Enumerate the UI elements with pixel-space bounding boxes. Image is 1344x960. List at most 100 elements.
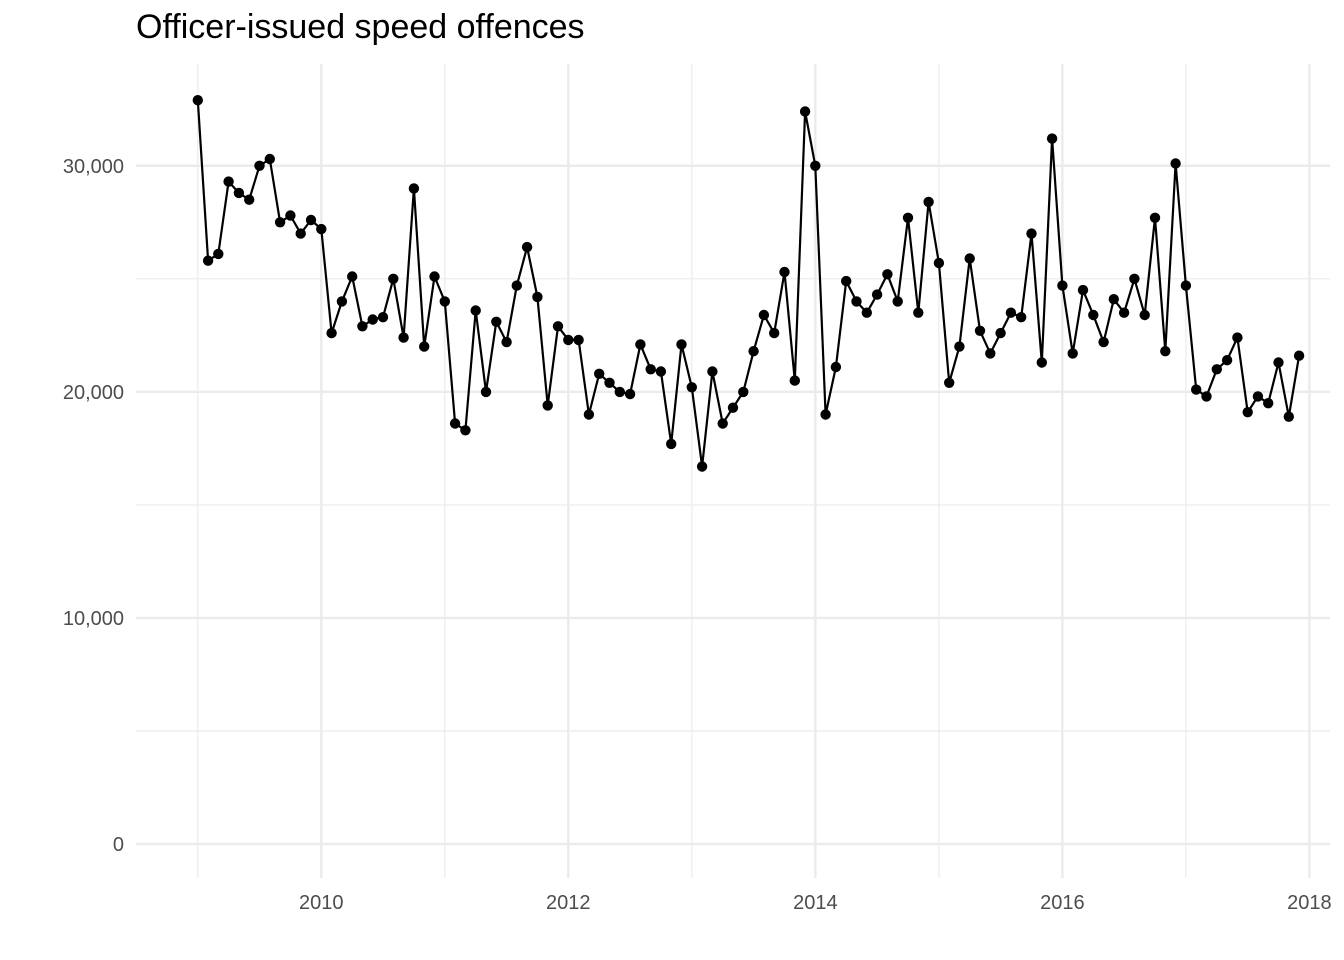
- data-point: [254, 160, 265, 171]
- data-point: [460, 425, 471, 436]
- data-point: [439, 296, 450, 307]
- data-point: [202, 255, 214, 266]
- data-point: [295, 228, 306, 239]
- data-point: [264, 153, 275, 165]
- y-axis-tick-labels: 0 10,000 20,000 30,000: [63, 156, 124, 856]
- data-point: [913, 307, 924, 318]
- data-point: [1108, 294, 1120, 305]
- data-point: [871, 289, 883, 300]
- data-point: [1293, 350, 1305, 361]
- data-point: [1232, 332, 1243, 343]
- data-point: [594, 368, 605, 379]
- data-point: [1180, 280, 1192, 291]
- x-tick-label: 2016: [1040, 892, 1085, 914]
- data-point: [810, 160, 821, 171]
- data-point: [1211, 364, 1223, 375]
- data-point: [1221, 355, 1233, 366]
- data-point: [316, 223, 327, 235]
- data-point: [1016, 312, 1027, 323]
- data-point: [902, 212, 914, 223]
- data-point: [1077, 284, 1089, 296]
- data-point: [954, 341, 965, 352]
- data-point: [933, 257, 945, 269]
- data-point: [1191, 384, 1202, 395]
- data-point: [532, 291, 543, 303]
- y-tick-label: 20,000: [63, 382, 124, 404]
- data-point: [1263, 398, 1274, 409]
- data-point: [882, 269, 893, 280]
- data-point: [1129, 273, 1140, 284]
- data-point: [1118, 307, 1130, 318]
- data-point: [1139, 309, 1150, 321]
- data-point: [923, 196, 934, 208]
- data-point: [1098, 336, 1109, 348]
- data-point: [233, 187, 245, 199]
- data-point: [244, 194, 255, 205]
- x-tick-label: 2018: [1287, 892, 1332, 914]
- data-point: [1283, 411, 1295, 422]
- data-point: [336, 296, 348, 307]
- y-tick-label: 10,000: [63, 608, 124, 630]
- data-point: [820, 409, 831, 420]
- data-point: [1252, 391, 1264, 402]
- data-point: [944, 377, 955, 388]
- data-point: [213, 248, 224, 260]
- data-point: [851, 296, 862, 307]
- data-point: [274, 217, 286, 228]
- data-point: [377, 312, 389, 323]
- data-point: [223, 176, 234, 187]
- data-point: [1026, 228, 1037, 239]
- chart-title: Officer-issued speed offences: [136, 8, 585, 46]
- data-point: [614, 386, 625, 398]
- data-point: [799, 106, 811, 117]
- data-point: [388, 273, 399, 284]
- data-point: [892, 296, 903, 307]
- data-point: [470, 305, 481, 316]
- data-point: [964, 253, 975, 264]
- data-point: [841, 275, 852, 287]
- data-point: [604, 377, 615, 388]
- x-tick-label: 2014: [793, 892, 838, 914]
- data-point: [995, 327, 1006, 339]
- data-point: [357, 321, 368, 332]
- data-point: [707, 366, 718, 377]
- data-point: [779, 266, 790, 278]
- data-point: [347, 271, 358, 282]
- data-point: [419, 341, 430, 352]
- data-point: [769, 327, 780, 339]
- x-tick-label: 2012: [546, 892, 591, 914]
- data-point: [1273, 357, 1284, 368]
- data-point: [985, 348, 996, 359]
- data-point: [285, 210, 296, 221]
- data-point: [573, 334, 584, 346]
- y-tick-label: 0: [113, 834, 124, 856]
- data-point: [367, 314, 378, 325]
- data-point: [552, 321, 564, 332]
- minor-gridlines: [136, 64, 1330, 878]
- data-point: [1242, 407, 1253, 418]
- data-point: [1036, 357, 1048, 368]
- data-point: [861, 307, 872, 318]
- data-point: [758, 309, 770, 321]
- data-point: [1046, 133, 1058, 144]
- data-point: [1160, 346, 1171, 357]
- data-point: [727, 402, 739, 413]
- data-point: [789, 375, 800, 386]
- data-point: [686, 382, 697, 393]
- data-point: [666, 438, 677, 450]
- data-point: [326, 327, 337, 339]
- data-point: [1201, 391, 1212, 402]
- major-gridlines: [136, 64, 1330, 878]
- data-point: [1170, 158, 1181, 169]
- data-point: [624, 388, 636, 400]
- x-axis-tick-labels: 2010 2012 2014 2016 2018: [299, 892, 1332, 914]
- x-tick-label: 2010: [299, 892, 344, 914]
- data-point: [521, 241, 533, 253]
- data-point: [408, 183, 420, 194]
- data-point: [696, 461, 708, 472]
- data-point: [563, 334, 574, 346]
- data-point: [676, 339, 687, 350]
- data-point: [974, 325, 986, 336]
- data-point: [542, 400, 553, 411]
